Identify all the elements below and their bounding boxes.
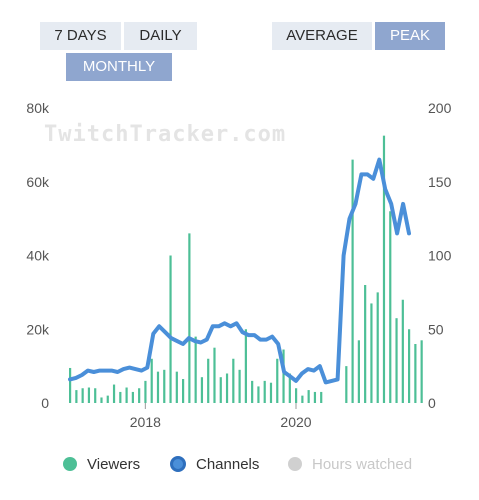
right-tick-label: 100	[428, 248, 452, 264]
right-axis: 0 50 100 150 200	[428, 100, 452, 411]
viewers-bar[interactable]	[182, 379, 185, 403]
viewers-bar[interactable]	[144, 380, 147, 403]
viewers-bar[interactable]	[200, 377, 204, 403]
viewers-bar[interactable]	[282, 349, 285, 403]
daily-button[interactable]: DAILY	[124, 22, 197, 50]
left-tick-label: 60k	[26, 174, 50, 190]
viewers-bar[interactable]	[382, 135, 386, 403]
hours-legend-icon	[288, 457, 302, 471]
x-tick-label: 2018	[130, 414, 161, 430]
watermark: TwitchTracker.com	[44, 122, 286, 147]
left-tick-label: 40k	[26, 248, 50, 264]
viewers-bar[interactable]	[106, 395, 109, 403]
viewers-bar[interactable]	[357, 340, 360, 403]
viewers-bar[interactable]	[269, 382, 273, 403]
viewers-bar[interactable]	[219, 377, 222, 403]
viewers-bar[interactable]	[112, 384, 116, 403]
viewers-bar[interactable]	[351, 159, 354, 403]
viewers-bar[interactable]	[232, 358, 235, 403]
legend-hours-watched[interactable]: Hours watched	[288, 453, 412, 475]
viewers-bar[interactable]	[238, 369, 241, 403]
left-axis: 0 20k 40k 60k 80k	[26, 100, 50, 411]
viewers-bar[interactable]	[207, 358, 210, 403]
viewers-bar[interactable]	[420, 340, 423, 403]
viewers-legend-icon	[63, 457, 77, 471]
viewers-bar[interactable]	[295, 388, 298, 403]
viewers-bar[interactable]	[345, 366, 348, 403]
x-tick-label: 2020	[280, 414, 311, 430]
viewers-bar[interactable]	[370, 303, 373, 403]
viewers-bar[interactable]	[175, 371, 178, 403]
peak-button[interactable]: PEAK	[375, 22, 445, 50]
viewers-bar[interactable]	[69, 367, 72, 403]
monthly-button[interactable]: MONTHLY	[66, 53, 172, 81]
viewers-bar[interactable]	[376, 292, 379, 403]
viewers-bar[interactable]	[225, 373, 229, 404]
viewers-bar[interactable]	[313, 391, 317, 403]
average-button[interactable]: AVERAGE	[272, 22, 372, 50]
left-tick-label: 20k	[26, 321, 50, 337]
viewers-bar[interactable]	[87, 387, 91, 403]
viewers-bar[interactable]	[138, 388, 141, 403]
left-tick-label: 0	[41, 395, 49, 411]
viewers-bar[interactable]	[119, 391, 122, 403]
viewers-bars	[69, 135, 423, 404]
viewers-bar[interactable]	[131, 391, 134, 403]
viewers-bar[interactable]	[389, 211, 392, 403]
viewers-bar[interactable]	[257, 386, 260, 403]
channels-line	[68, 157, 411, 385]
viewers-bar[interactable]	[100, 397, 103, 403]
viewers-bar[interactable]	[125, 387, 128, 403]
right-tick-label: 150	[428, 174, 452, 190]
viewers-bar[interactable]	[364, 285, 367, 403]
viewers-bar[interactable]	[288, 373, 291, 404]
viewers-bar[interactable]	[81, 388, 84, 403]
legend-viewers[interactable]: Viewers	[63, 453, 140, 475]
viewers-bar[interactable]	[156, 371, 160, 403]
viewers-bar[interactable]	[276, 358, 279, 403]
x-axis: 2018 2020	[130, 403, 312, 430]
viewers-bar[interactable]	[251, 380, 254, 403]
left-tick-label: 80k	[26, 100, 50, 116]
viewers-bar[interactable]	[213, 347, 216, 403]
legend-channels[interactable]: Channels	[170, 453, 259, 475]
viewers-bar[interactable]	[169, 255, 172, 404]
viewers-bar[interactable]	[395, 318, 398, 403]
viewers-bar[interactable]	[244, 329, 247, 403]
viewers-bar[interactable]	[75, 390, 78, 403]
viewers-bar[interactable]	[401, 299, 404, 403]
viewers-bar[interactable]	[414, 344, 417, 403]
right-tick-label: 50	[428, 321, 444, 337]
viewers-bar[interactable]	[307, 390, 310, 403]
viewers-bar[interactable]	[408, 329, 411, 403]
viewers-bar[interactable]	[150, 358, 153, 403]
right-tick-label: 0	[428, 395, 436, 411]
legend-hours-label: Hours watched	[312, 455, 413, 473]
viewers-channels-chart: TwitchTracker.com 0 20k 40k 60k 80k 0 50 100 15…	[26, 100, 452, 430]
7-days-button[interactable]: 7 DAYS	[40, 22, 121, 50]
viewers-bar[interactable]	[194, 336, 197, 403]
legend-channels-label: Channels	[196, 455, 260, 473]
viewers-bar[interactable]	[320, 391, 323, 403]
viewers-bar[interactable]	[163, 369, 166, 403]
channels-legend-icon	[170, 456, 186, 472]
viewers-bar[interactable]	[263, 380, 266, 403]
right-tick-label: 200	[428, 100, 452, 116]
viewers-bar[interactable]	[301, 395, 304, 403]
viewers-bar[interactable]	[94, 388, 97, 403]
legend-viewers-label: Viewers	[87, 455, 141, 473]
viewers-bar[interactable]	[188, 233, 191, 403]
